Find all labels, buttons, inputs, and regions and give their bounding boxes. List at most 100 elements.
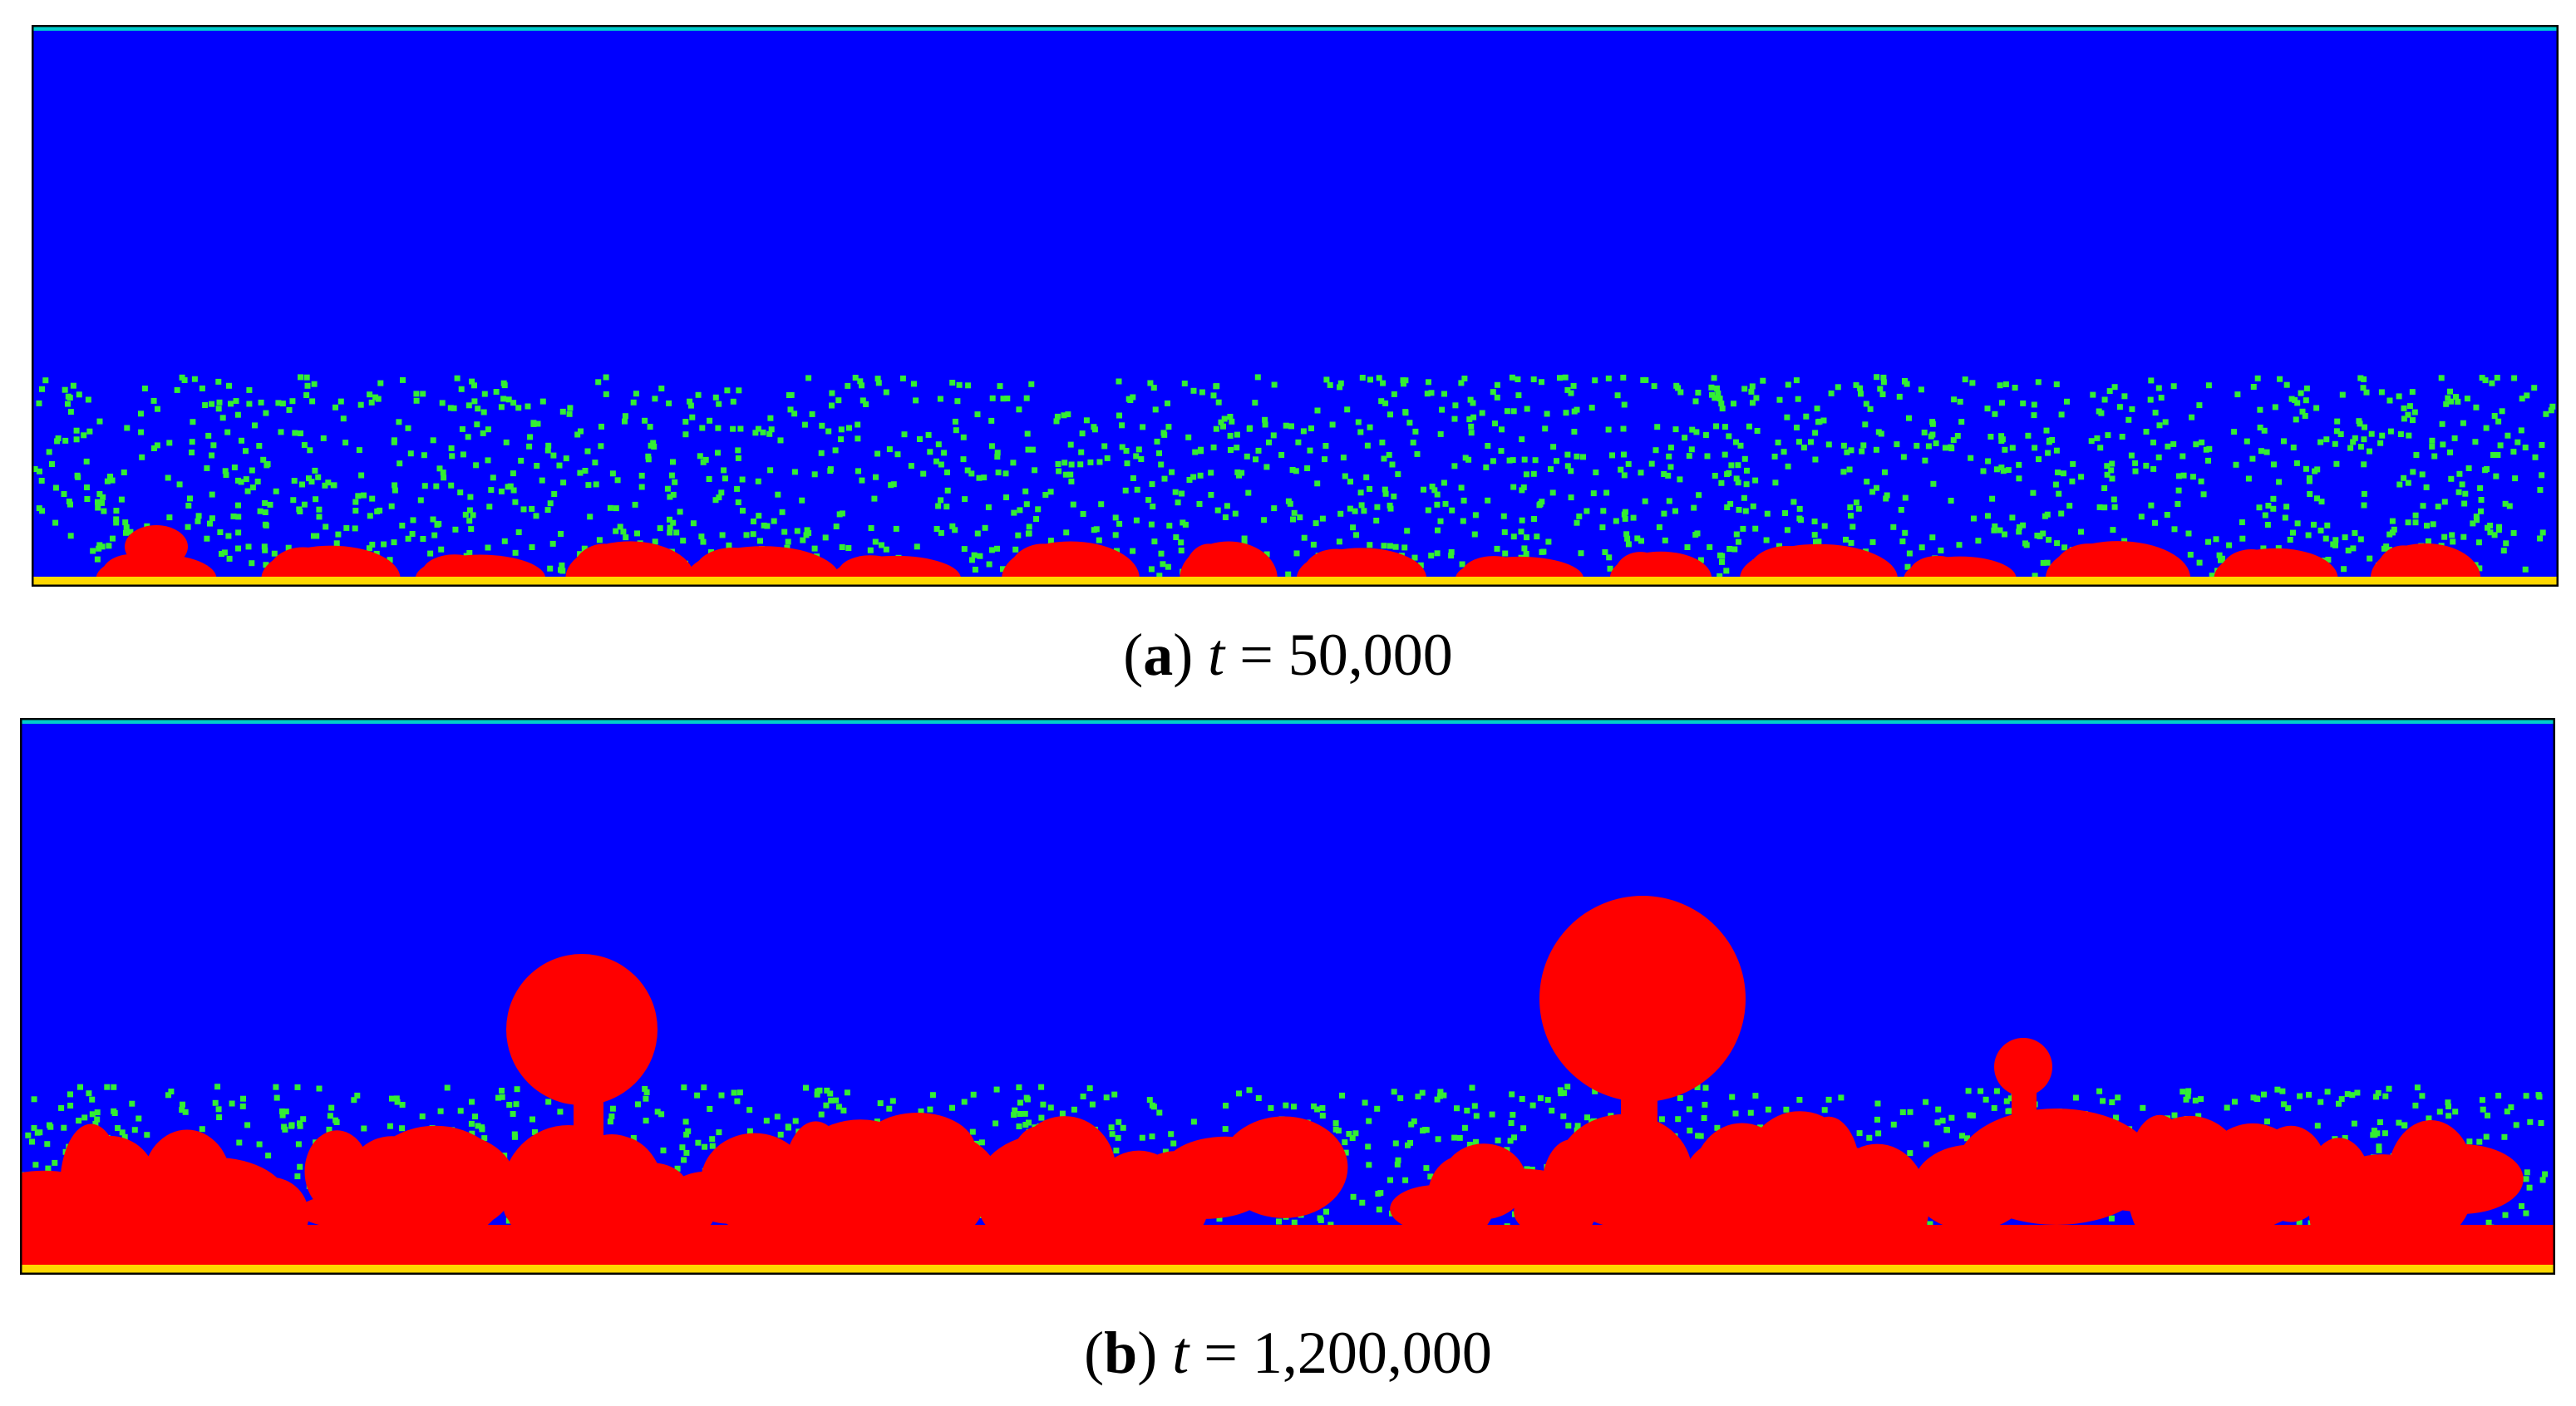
particle [2129, 406, 2135, 412]
particle [1620, 374, 1627, 381]
particle [282, 1126, 288, 1133]
particle [613, 528, 619, 534]
particle [1875, 429, 1882, 435]
caption-equals: = [1189, 1320, 1253, 1386]
particle [988, 547, 995, 553]
particle [667, 494, 673, 500]
particle [1838, 1094, 1845, 1101]
particle [2121, 393, 2128, 400]
particle [2200, 491, 2207, 498]
particle [2239, 519, 2245, 525]
particle [859, 397, 866, 404]
particle [2198, 478, 2204, 484]
particle [1337, 510, 1344, 517]
particle [1336, 538, 1342, 545]
particle [949, 523, 956, 529]
particle [1253, 456, 1258, 463]
particle [730, 398, 736, 405]
particle [212, 1099, 219, 1106]
particle [240, 1095, 246, 1102]
particle [333, 540, 340, 547]
particle [949, 380, 956, 386]
caption-equals: = [1224, 622, 1288, 688]
particle [2513, 1122, 2519, 1128]
particle [2150, 440, 2156, 445]
particle [1907, 1109, 1914, 1115]
particle [2473, 404, 2480, 410]
particle [2264, 522, 2271, 528]
particle [2298, 390, 2304, 396]
particle [2455, 398, 2461, 405]
particle [375, 396, 382, 402]
particle [2318, 499, 2325, 505]
particle [1293, 468, 1299, 474]
particle [1367, 424, 1373, 430]
particle [2489, 380, 2495, 386]
particle [2539, 529, 2546, 536]
particle [1381, 543, 1387, 549]
particle [1489, 1111, 1495, 1118]
particle [1116, 412, 1122, 419]
particle [2276, 479, 2283, 485]
particle [1564, 1084, 1571, 1090]
particle [84, 496, 91, 502]
particle [262, 509, 268, 515]
particle [1178, 548, 1185, 553]
particle [32, 1162, 39, 1168]
particle [2002, 531, 2007, 538]
particle [1693, 429, 1700, 435]
particle [791, 469, 798, 475]
particle [643, 1089, 650, 1095]
particle [993, 1086, 1000, 1093]
particle [1003, 494, 1009, 500]
particle [592, 460, 598, 466]
particle [1992, 410, 1998, 417]
particle [587, 514, 594, 520]
particle [1997, 527, 2003, 533]
liquid-blob [859, 1113, 976, 1187]
particle [2148, 502, 2155, 509]
particle [488, 487, 495, 494]
particle [215, 406, 222, 412]
particle [2439, 420, 2445, 427]
particle [1858, 391, 1864, 397]
simulation-field-b [20, 718, 2555, 1275]
particle [2106, 388, 2113, 395]
particle [1417, 562, 1424, 568]
particle [1672, 508, 1678, 514]
vapor-bubble [506, 954, 658, 1105]
particle [2165, 443, 2171, 450]
particle [122, 519, 129, 526]
particle [1510, 1112, 1516, 1118]
particle [1985, 458, 1992, 465]
particle [2058, 411, 2065, 418]
particle [1342, 473, 1348, 479]
particle [1796, 515, 1803, 522]
particle [199, 1126, 205, 1133]
particle [1793, 377, 1800, 384]
particle [307, 447, 313, 454]
particle [992, 1120, 999, 1127]
particle [1224, 503, 1230, 509]
particle [1750, 503, 1756, 509]
particle [2412, 1102, 2419, 1109]
particle [235, 545, 241, 552]
particle [1987, 434, 1994, 440]
particle [1622, 515, 1628, 522]
particle [1053, 418, 1060, 425]
particle [1425, 507, 1431, 514]
particle [2436, 1109, 2443, 1115]
particle [814, 1091, 820, 1098]
particle [938, 497, 944, 504]
particle [1846, 466, 1853, 473]
particle [1490, 389, 1496, 396]
particle [920, 470, 927, 477]
particle [752, 430, 759, 436]
particle [2391, 526, 2397, 533]
particle [1875, 1130, 1882, 1137]
particle [2283, 504, 2290, 510]
particle [1900, 454, 1907, 460]
particle [529, 544, 535, 550]
particle [859, 477, 865, 484]
particle [1022, 1110, 1028, 1117]
